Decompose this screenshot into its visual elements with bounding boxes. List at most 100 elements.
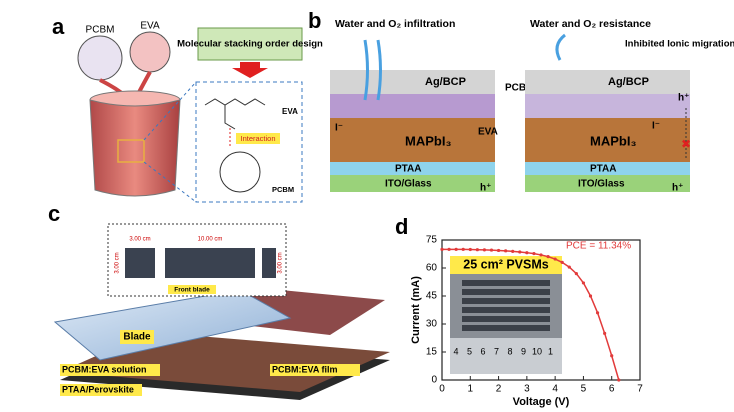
ruler-label: 5 xyxy=(467,346,472,356)
panel-label: b xyxy=(308,8,321,33)
layer xyxy=(525,162,690,175)
layer xyxy=(330,175,495,192)
balloon xyxy=(77,35,123,81)
ion-label: I⁻ xyxy=(335,123,343,134)
highlight xyxy=(236,133,280,144)
ruler-label: 6 xyxy=(480,346,485,356)
point xyxy=(454,247,458,251)
blade xyxy=(53,289,292,361)
water-path xyxy=(555,33,566,61)
point xyxy=(581,281,586,285)
hole-label: h⁺ xyxy=(678,93,689,104)
middle-label: EVA xyxy=(478,127,498,138)
x-tick-label: 3 xyxy=(524,384,530,395)
point xyxy=(504,249,508,253)
module-stripe xyxy=(462,307,550,313)
highlight xyxy=(168,285,216,294)
point xyxy=(567,265,571,269)
x-tick-label: 0 xyxy=(439,384,445,395)
y-tick-label: 60 xyxy=(426,263,438,274)
ruler-label: 9 xyxy=(521,346,526,356)
dimension: 10.00 cm xyxy=(198,237,223,243)
note: Inhibited Ionic migration xyxy=(625,39,734,50)
layer-label: Ag/BCP xyxy=(608,76,649,88)
arrow xyxy=(232,62,268,78)
device-left: Ag/BCP MAPbI₃ PTAA ITO/Glass I⁻ h⁺ xyxy=(330,39,495,194)
point xyxy=(482,248,487,252)
chart-title: 25 cm² PVSMs xyxy=(463,257,549,271)
label: PTAA/Perovskite xyxy=(62,384,134,394)
panel-c: c 3.00 cm 10.00 cm 3.00 cm 3.00 cm Front… xyxy=(48,201,390,400)
ruler xyxy=(450,338,562,374)
module-stripe xyxy=(462,280,550,286)
y-axis-title: Current (mA) xyxy=(410,276,422,344)
strip xyxy=(165,248,255,278)
molecule-label: Interaction xyxy=(240,134,275,143)
layer-label: ITO/Glass xyxy=(385,179,432,190)
point xyxy=(603,331,607,335)
module-stripe xyxy=(462,298,550,304)
panel-a: a PCBM EVA Molecular stacking order desi… xyxy=(52,14,323,203)
point xyxy=(475,248,479,252)
point xyxy=(489,248,494,252)
layer xyxy=(525,175,690,192)
label: PCBM:EVA solution xyxy=(62,364,147,374)
layer xyxy=(525,70,690,94)
layer-label: MAPbI₃ xyxy=(405,133,451,148)
layer xyxy=(330,70,495,94)
point xyxy=(468,247,472,252)
y-tick-label: 0 xyxy=(431,375,437,386)
molecule-label: EVA xyxy=(282,107,298,116)
panel-title: Water and O₂ infiltration xyxy=(335,18,455,30)
point xyxy=(511,249,515,253)
layer-label: ITO/Glass xyxy=(578,179,625,190)
panel-title: Water and O₂ resistance xyxy=(530,18,651,30)
block-mark: ✖ xyxy=(681,137,691,151)
zoom-line xyxy=(143,161,197,203)
inset-caption: Front blade xyxy=(174,287,210,294)
balloon xyxy=(129,31,171,73)
y-tick-label: 30 xyxy=(426,319,438,330)
hole-label: h⁺ xyxy=(480,183,491,194)
point xyxy=(461,247,465,251)
x-tick-label: 1 xyxy=(468,384,474,395)
balloon-label: PCBM xyxy=(86,25,115,36)
hole-label: h⁺ xyxy=(672,183,683,194)
point xyxy=(447,247,451,251)
point xyxy=(518,250,522,254)
point xyxy=(532,252,536,256)
y-tick-label: 75 xyxy=(426,235,438,246)
point xyxy=(525,251,529,255)
molecule-label: PCBM xyxy=(272,185,294,194)
ruler-label: 1 xyxy=(548,346,553,356)
layer xyxy=(525,94,690,118)
label: PCBM:EVA film xyxy=(272,364,338,374)
point xyxy=(539,253,543,257)
fullerene xyxy=(219,151,261,193)
point xyxy=(560,260,564,264)
panel-label: a xyxy=(52,14,65,39)
title-bg xyxy=(450,256,562,274)
point xyxy=(546,255,550,259)
ruler-label: 7 xyxy=(494,346,499,356)
strip xyxy=(262,248,276,278)
molecule xyxy=(204,98,266,130)
design-box xyxy=(197,27,303,61)
layer xyxy=(330,162,495,175)
highlight xyxy=(60,364,160,376)
x-axis-title: Voltage (V) xyxy=(513,396,570,408)
cup xyxy=(89,99,181,197)
x-tick-label: 2 xyxy=(496,384,502,395)
panel-label: c xyxy=(48,201,60,226)
device-right: Ag/BCP MAPbI₃ PTAA ITO/Glass I⁻ h⁺ h⁺ ✖ xyxy=(525,33,691,194)
annotation: PCE = 11.34% xyxy=(566,241,631,252)
panel-b: b Water and O₂ infiltration Water and O₂… xyxy=(308,8,734,194)
layer xyxy=(330,94,495,118)
ruler-label: 4 xyxy=(453,346,458,356)
dimension: 3.00 cm xyxy=(278,252,284,273)
layer-label: PTAA xyxy=(590,164,616,175)
point xyxy=(496,248,501,253)
module-stripe xyxy=(462,289,550,295)
design-text: Molecular stacking order design xyxy=(177,39,323,50)
